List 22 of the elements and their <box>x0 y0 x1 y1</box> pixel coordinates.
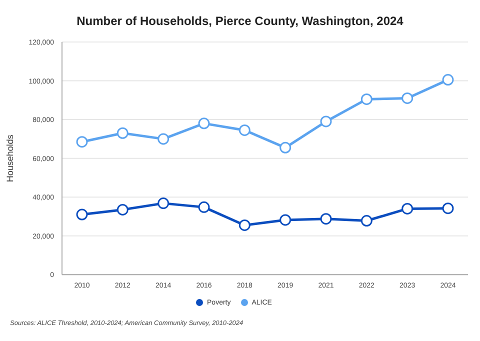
point <box>360 93 372 105</box>
point <box>442 74 454 86</box>
point <box>238 219 250 231</box>
point <box>158 133 170 145</box>
point <box>76 136 88 148</box>
point <box>402 92 414 104</box>
point <box>360 215 372 227</box>
point <box>116 127 128 139</box>
chart-title: Number of Households, Pierce County, Washington, 2024 <box>76 14 404 28</box>
point <box>198 201 210 213</box>
point <box>320 213 332 225</box>
point <box>280 214 292 226</box>
point <box>116 204 128 216</box>
point <box>320 116 332 128</box>
point <box>280 142 292 154</box>
point <box>76 208 88 220</box>
y-axis-title: Households <box>5 134 16 182</box>
point <box>402 202 414 214</box>
point <box>158 198 170 210</box>
point <box>442 202 454 214</box>
point <box>238 124 250 136</box>
point <box>198 118 210 130</box>
